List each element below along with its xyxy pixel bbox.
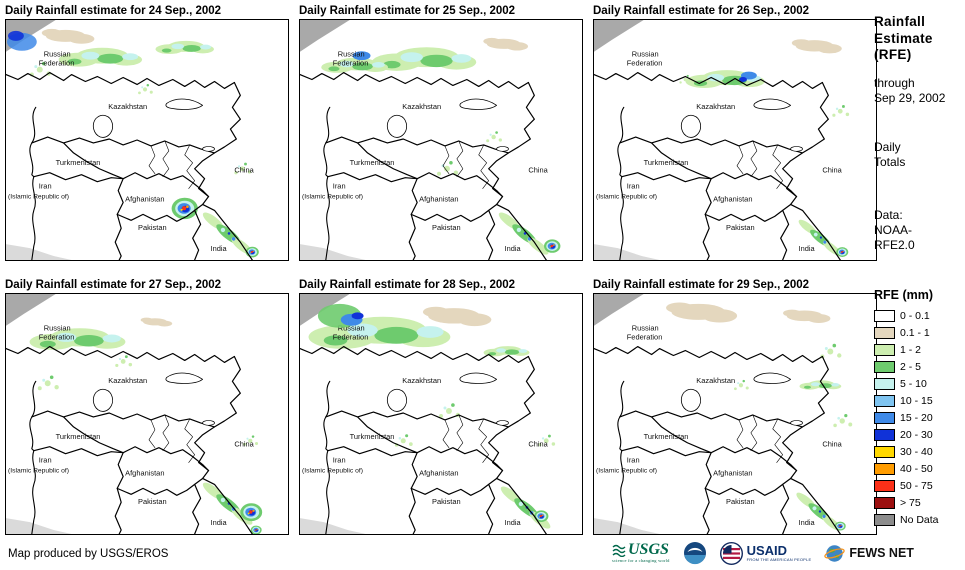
- legend-label: 5 - 10: [900, 377, 927, 390]
- legend-swatch: [874, 513, 895, 526]
- legend-label: 30 - 40: [900, 445, 933, 458]
- legend-swatch: [874, 343, 895, 356]
- panel-title: Daily Rainfall estimate for 26 Sep., 200…: [593, 5, 810, 17]
- legend-label: 2 - 5: [900, 360, 922, 373]
- map-29sep: [593, 293, 877, 535]
- panel-27sep: Daily Rainfall estimate for 27 Sep., 200…: [5, 278, 289, 535]
- legend-label: 1 - 2: [900, 343, 922, 356]
- usaid-wordmark: USAID: [746, 543, 788, 558]
- usaid-tagline: FROM THE AMERICAN PEOPLE: [746, 557, 812, 562]
- legend-label: 20 - 30: [900, 428, 933, 441]
- sidebar-title-line2: Estimate: [874, 30, 933, 46]
- map-canvas: [6, 294, 263, 534]
- legend-swatch: [874, 326, 895, 339]
- panel-title: Daily Rainfall estimate for 27 Sep., 200…: [5, 279, 222, 291]
- map-canvas: [594, 20, 850, 260]
- legend-row: No Data: [874, 511, 965, 528]
- legend-swatch: [874, 479, 895, 492]
- legend-label: 50 - 75: [900, 479, 933, 492]
- legend-row: 1 - 2: [874, 341, 965, 358]
- panel-29sep: Daily Rainfall estimate for 29 Sep., 200…: [593, 278, 877, 535]
- legend-swatch: [874, 411, 895, 424]
- through-label: through: [874, 75, 915, 90]
- legend-row: 10 - 15: [874, 392, 965, 409]
- panel-25sep: Daily Rainfall estimate for 25 Sep., 200…: [299, 4, 583, 261]
- legend-label: 0 - 0.1: [900, 309, 930, 322]
- map-26sep: [593, 19, 877, 261]
- map-canvas: [6, 20, 259, 260]
- legend-swatch: [874, 445, 895, 458]
- rain-overlay-top: [6, 30, 37, 51]
- through-date: Sep 29, 2002: [874, 90, 946, 105]
- map-27sep: [5, 293, 289, 535]
- panel-title: Daily Rainfall estimate for 28 Sep., 200…: [299, 279, 516, 291]
- usgs-wordmark: USGS: [628, 541, 669, 558]
- legend-row: 0.1 - 1: [874, 324, 965, 341]
- fewsnet-globe-icon: [824, 544, 846, 562]
- usgs-logo: USGS science for a changing world: [612, 542, 670, 564]
- legend-row: 40 - 50: [874, 460, 965, 477]
- panel-24sep: Daily Rainfall estimate for 24 Sep., 200…: [5, 4, 289, 261]
- legend-row: 50 - 75: [874, 477, 965, 494]
- legend-label: 10 - 15: [900, 394, 933, 407]
- legend-label: No Data: [900, 513, 939, 526]
- legend-label: 0.1 - 1: [900, 326, 930, 339]
- map-24sep: [5, 19, 289, 261]
- legend-swatch: [874, 394, 895, 407]
- data-source-line1: NOAA-: [874, 222, 913, 237]
- sidebar-title-line1: Rainfall: [874, 14, 926, 29]
- data-source-line2: RFE2.0: [874, 237, 915, 252]
- legend-title: RFE (mm): [874, 288, 934, 302]
- usaid-seal-icon: [719, 541, 743, 565]
- map-canvas: [594, 294, 853, 534]
- legend-row: 15 - 20: [874, 409, 965, 426]
- legend-row: 30 - 40: [874, 443, 965, 460]
- rain-overlay: [679, 39, 850, 258]
- map-canvas: [300, 294, 556, 534]
- footer-logos: USGS science for a changing world USAID …: [612, 538, 914, 568]
- sidebar-title-line3: (RFE): [874, 47, 912, 62]
- legend-label: 40 - 50: [900, 462, 933, 475]
- usgs-tagline: science for a changing world: [612, 558, 670, 563]
- legend-swatch: [874, 377, 895, 390]
- legend-row: 20 - 30: [874, 426, 965, 443]
- fewsnet-wordmark: FEWS NET: [849, 546, 914, 560]
- usaid-logo: USAID FROM THE AMERICAN PEOPLE: [719, 541, 812, 565]
- panel-title: Daily Rainfall estimate for 25 Sep., 200…: [299, 5, 516, 17]
- rain-overlay-top: [317, 303, 364, 328]
- legend-swatch: [874, 309, 895, 322]
- legend-row: 2 - 5: [874, 358, 965, 375]
- usgs-waves-icon: [612, 544, 626, 557]
- noaa-logo-icon: [683, 542, 706, 565]
- rfe-legend: RFE (mm) 0 - 0.1 0.1 - 1 1 - 2 2 - 5 5 -…: [874, 288, 965, 528]
- totals-label: Totals: [874, 154, 906, 169]
- legend-swatch: [874, 360, 895, 373]
- legend-row: 5 - 10: [874, 375, 965, 392]
- map-canvas: [300, 20, 561, 260]
- map-credit: Map produced by USGS/EROS: [8, 548, 169, 560]
- legend-swatch: [874, 496, 895, 509]
- legend-label: > 75: [900, 496, 921, 509]
- panel-title: Daily Rainfall estimate for 29 Sep., 200…: [593, 279, 810, 291]
- panel-28sep: Daily Rainfall estimate for 28 Sep., 200…: [299, 278, 583, 535]
- legend-row: 0 - 0.1: [874, 307, 965, 324]
- legend-swatch: [874, 462, 895, 475]
- panel-26sep: Daily Rainfall estimate for 26 Sep., 200…: [593, 4, 877, 261]
- legend-swatch: [874, 428, 895, 441]
- info-sidebar: Rainfall Estimate (RFE) through Sep 29, …: [874, 14, 964, 253]
- fewsnet-logo: FEWS NET: [824, 543, 914, 564]
- panel-title: Daily Rainfall estimate for 24 Sep., 200…: [5, 5, 222, 17]
- data-label: Data:: [874, 207, 903, 222]
- daily-label: Daily: [874, 139, 901, 154]
- legend-label: 15 - 20: [900, 411, 933, 424]
- legend-row: > 75: [874, 494, 965, 511]
- map-25sep: [299, 19, 583, 261]
- map-28sep: [299, 293, 583, 535]
